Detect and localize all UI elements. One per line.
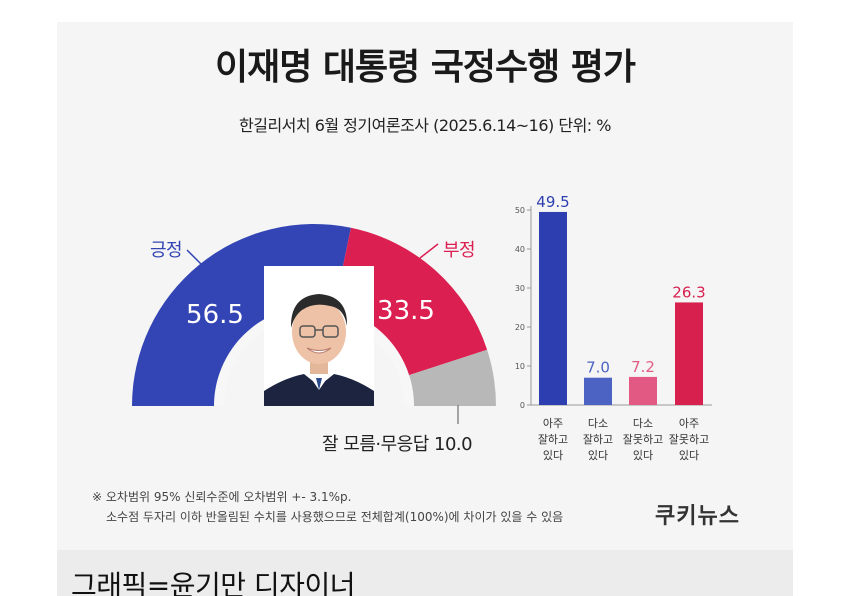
positive-leader-line <box>186 249 206 269</box>
category-label: 잘못하고 <box>623 432 663 446</box>
bar-value-label: 7.0 <box>586 359 610 377</box>
bar-value-label: 26.3 <box>672 283 705 301</box>
bar-value-label: 49.5 <box>536 193 569 211</box>
y-tick-label: 10 <box>515 362 525 371</box>
category-label: 아주 <box>543 417 563 430</box>
bar-value-label: 7.2 <box>631 358 655 376</box>
chart-subtitle: 한길리서치 6월 정기여론조사 (2025.6.14~16) 단위: % <box>239 116 611 135</box>
negative-segment <box>334 227 488 376</box>
unknown-label: 잘 모름·무응답 10.0 <box>322 434 473 455</box>
y-tick-label: 40 <box>515 245 525 254</box>
portrait-photo <box>264 266 374 406</box>
bar <box>675 302 703 405</box>
y-tick-label: 0 <box>520 401 525 410</box>
category-label: 다소 <box>633 417 653 430</box>
bar <box>584 377 612 405</box>
graphic-credit: 그래픽=윤기만 디자이너 <box>71 569 355 596</box>
category-label: 있다 <box>588 449 608 462</box>
chart-title: 이재명 대통령 국정수행 평가 <box>214 47 636 88</box>
category-label: 있다 <box>543 449 563 462</box>
unknown-segment <box>409 349 496 406</box>
y-tick-label: 20 <box>515 323 525 332</box>
negative-value: 33.5 <box>377 296 435 326</box>
note-line-2: 소수점 두자리 이하 반올림된 수치를 사용했으므로 전체합계(100%)에 차… <box>106 510 564 524</box>
footer-strip: 그래픽=윤기만 디자이너 <box>57 550 793 596</box>
bar <box>629 376 657 405</box>
category-label: 잘못하고 <box>669 432 709 446</box>
positive-value: 56.5 <box>186 300 244 330</box>
negative-label: 부정 <box>443 240 476 261</box>
y-tick-label: 30 <box>515 284 525 293</box>
category-label: 잘하고 <box>538 432 568 446</box>
category-label: 다소 <box>588 417 608 430</box>
brand-logo-text: 쿠키뉴스 <box>655 504 740 529</box>
bar <box>539 211 567 405</box>
category-label: 아주 <box>679 417 699 430</box>
y-tick-label: 50 <box>515 206 525 215</box>
note-line-1: ※ 오차범위 95% 신뢰수준에 오차범위 +- 3.1%p. <box>92 490 352 504</box>
category-label: 있다 <box>679 449 699 462</box>
category-label: 있다 <box>633 449 653 462</box>
category-label: 잘하고 <box>583 432 613 446</box>
positive-label: 긍정 <box>150 240 183 261</box>
negative-leader-line <box>419 243 439 259</box>
